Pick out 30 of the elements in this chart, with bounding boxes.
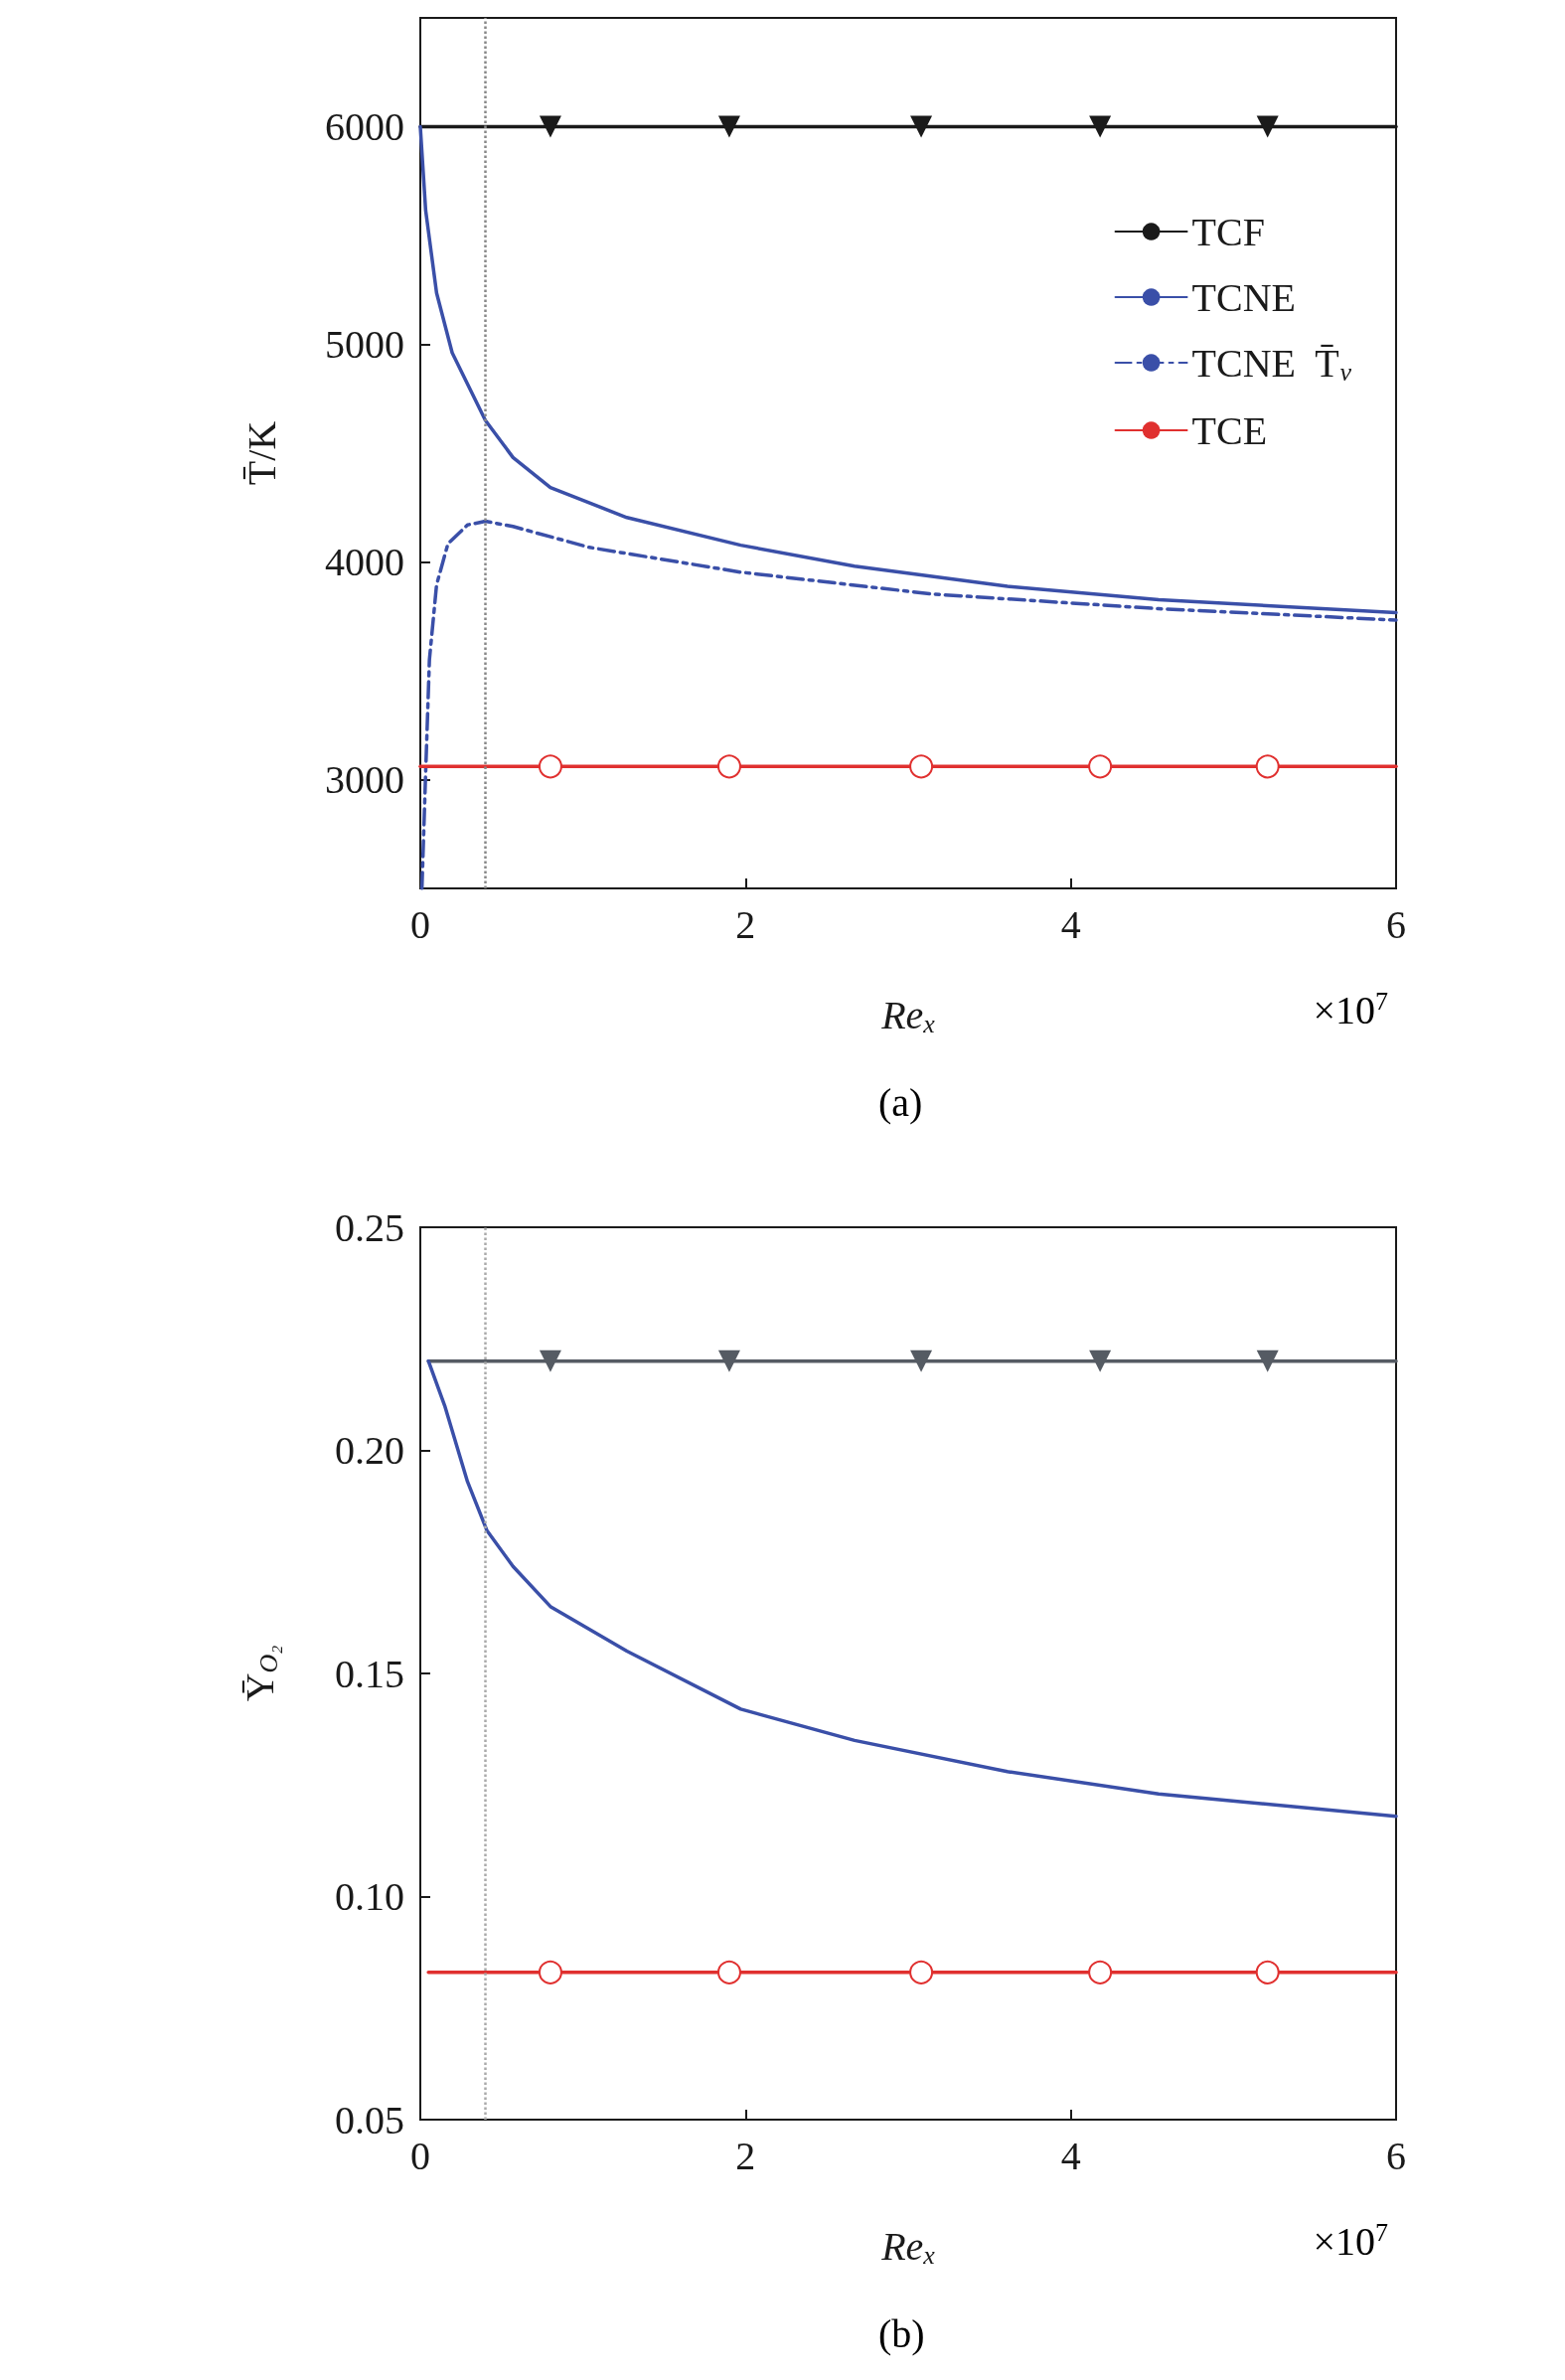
x-tick-label: 0 — [410, 901, 430, 947]
y-tick-label: 0.25 — [335, 1204, 404, 1250]
legend-label: TCE — [1191, 407, 1268, 453]
y-tick-label: 0.10 — [335, 1874, 404, 1919]
legend-label: TCNE T̄v — [1191, 340, 1352, 387]
x-tick-label: 2 — [735, 2133, 756, 2178]
text: (b) — [878, 2310, 925, 2356]
line-series — [418, 124, 1398, 615]
y-tick-label: 0.20 — [335, 1428, 404, 1473]
x-axis-title: Rex — [880, 2223, 936, 2270]
x-axis-title: Rex — [880, 992, 936, 1038]
y-tick-label: 0.05 — [335, 2097, 404, 2142]
x-tick-label: 2 — [735, 901, 756, 947]
line-series — [419, 519, 1398, 890]
x-tick-label: 6 — [1386, 901, 1406, 947]
y-tick-label: 0.15 — [335, 1651, 404, 1696]
y-axis-title: ȲO₂ — [236, 1645, 283, 1702]
x-tick-label: 6 — [1386, 2133, 1406, 2178]
x-tick-label: 4 — [1060, 901, 1081, 947]
x-tick-label: 4 — [1060, 2133, 1081, 2178]
y-tick-label: 3000 — [325, 757, 404, 802]
y-tick-label: 4000 — [325, 540, 404, 584]
y-tick-label: 5000 — [325, 322, 404, 367]
x-tick-label: 0 — [410, 2133, 430, 2178]
legend-label: TCNE — [1191, 274, 1297, 320]
y-axis-title: T̄/K — [238, 420, 284, 486]
y-tick-label: 6000 — [325, 104, 404, 149]
line-series — [426, 1358, 1398, 1819]
legend-label: TCF — [1191, 209, 1265, 254]
text: (a) — [878, 1079, 923, 1125]
